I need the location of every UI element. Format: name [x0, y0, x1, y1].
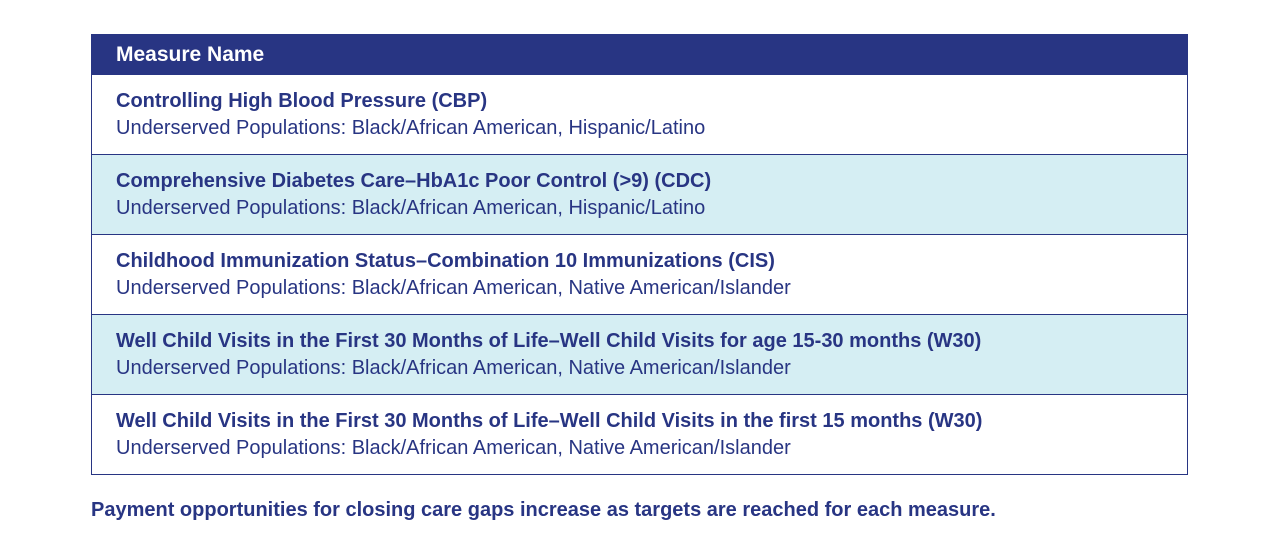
table-row: Well Child Visits in the First 30 Months… [92, 394, 1187, 474]
measure-title: Childhood Immunization Status–Combinatio… [116, 250, 775, 272]
table-row: Childhood Immunization Status–Combinatio… [92, 234, 1187, 314]
measure-title: Well Child Visits in the First 30 Months… [116, 330, 982, 352]
measure-populations: Underserved Populations: Black/African A… [116, 437, 791, 459]
payment-footnote: Payment opportunities for closing care g… [91, 499, 996, 521]
table-row: Well Child Visits in the First 30 Months… [92, 314, 1187, 394]
measure-populations: Underserved Populations: Black/African A… [116, 117, 706, 139]
table-header-measure-name: Measure Name [92, 34, 1187, 75]
measure-populations: Underserved Populations: Black/African A… [116, 277, 791, 299]
table-row: Comprehensive Diabetes Care–HbA1c Poor C… [92, 154, 1187, 234]
measures-table: Measure Name Controlling High Blood Pres… [91, 34, 1188, 475]
measure-populations: Underserved Populations: Black/African A… [116, 197, 706, 219]
measure-populations: Underserved Populations: Black/African A… [116, 357, 791, 379]
measure-title: Controlling High Blood Pressure (CBP) [116, 90, 488, 112]
measure-title: Well Child Visits in the First 30 Months… [116, 410, 983, 432]
table-row: Controlling High Blood Pressure (CBP) Un… [92, 75, 1187, 154]
measure-title: Comprehensive Diabetes Care–HbA1c Poor C… [116, 170, 712, 192]
